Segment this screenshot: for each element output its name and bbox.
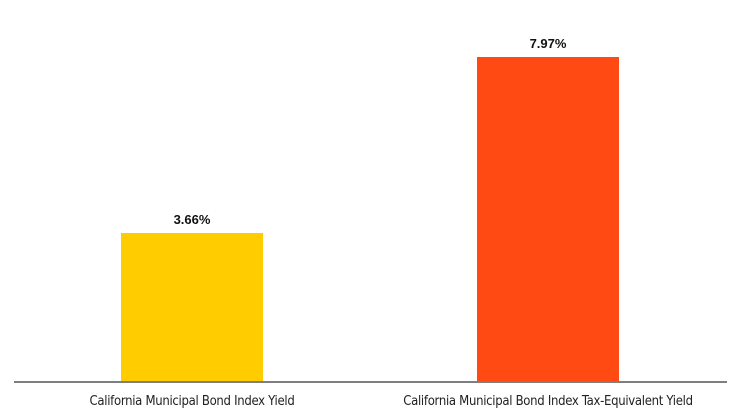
- category-label-index-yield: California Municipal Bond Index Yield: [89, 394, 295, 409]
- value-label-tax-equivalent-yield: 7.97%: [529, 36, 567, 51]
- value-label-index-yield: 3.66%: [173, 212, 211, 227]
- bar-tax-equivalent-yield: [477, 57, 619, 382]
- x-axis-line: [14, 381, 727, 383]
- bar-index-yield: [121, 233, 263, 382]
- category-label-tax-equivalent-yield: California Municipal Bond Index Tax-Equi…: [403, 394, 693, 409]
